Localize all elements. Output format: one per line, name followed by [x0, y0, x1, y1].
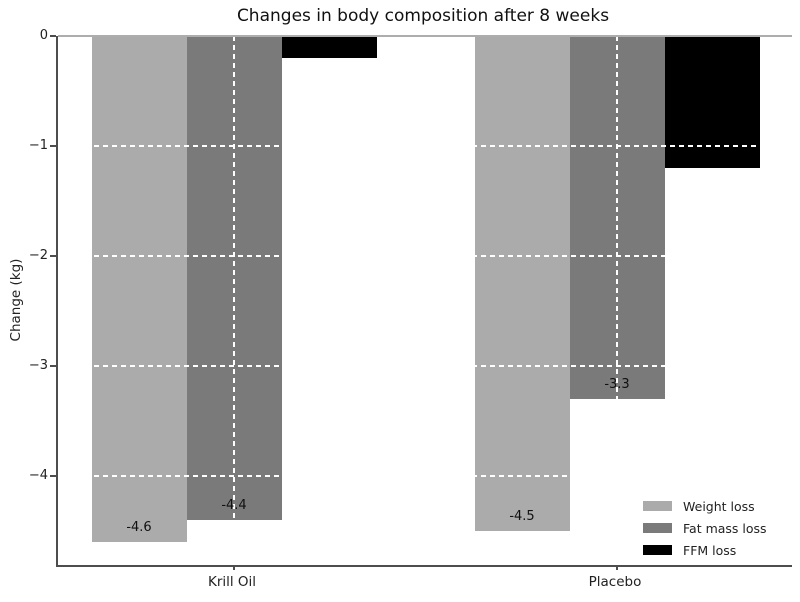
legend-swatch-fat-mass-loss — [643, 523, 672, 533]
y-tick-label: −1 — [28, 137, 48, 153]
x-tick-label: Krill Oil — [207, 574, 257, 590]
y-tick-label: −2 — [28, 247, 48, 263]
y-tick-mark — [50, 35, 56, 37]
legend-label: Weight loss — [683, 498, 755, 514]
gridline-horizontal — [58, 144, 792, 147]
y-tick-label: −3 — [28, 357, 48, 373]
bar-value-label: -4.5 — [509, 508, 535, 524]
legend: Weight loss Fat mass loss FFM loss — [643, 495, 767, 561]
y-tick-mark — [50, 254, 56, 257]
legend-swatch-ffm-loss — [643, 545, 672, 555]
x-tick-mark — [616, 565, 618, 570]
gridline-vertical — [616, 36, 618, 565]
x-tick-mark — [233, 565, 235, 570]
chart-title: Changes in body composition after 8 week… — [236, 6, 610, 26]
bar-value-label: -4.4 — [221, 497, 247, 513]
zero-line — [58, 35, 792, 37]
y-tick-mark — [50, 474, 56, 477]
y-tick-mark — [50, 364, 56, 367]
y-tick-label: 0 — [39, 28, 48, 43]
legend-label: FFM loss — [683, 542, 737, 558]
legend-row: Weight loss — [643, 495, 767, 517]
bar-ffm-loss-placebo — [664, 36, 760, 168]
bar-value-label: -3.3 — [604, 376, 630, 392]
y-tick-label: −4 — [28, 467, 48, 483]
gridline-horizontal — [58, 474, 792, 477]
legend-row: Fat mass loss — [643, 517, 767, 539]
y-tick-mark — [50, 144, 56, 147]
legend-label: Fat mass loss — [683, 520, 767, 536]
bar-weight-loss-placebo — [474, 36, 570, 531]
bar-value-label: -4.6 — [126, 519, 152, 535]
y-axis-label: Change (kg) — [8, 258, 24, 342]
plot-area: -4.6 -4.5 -4.4 -3.3 Weight loss Fat mass loss… — [50, 35, 792, 570]
x-tick-label: Placebo — [588, 574, 642, 590]
bar-weight-loss-krill-oil — [91, 36, 187, 542]
legend-swatch-weight-loss — [643, 501, 672, 511]
legend-row: FFM loss — [643, 539, 767, 561]
bar-ffm-loss-krill-oil — [281, 36, 377, 58]
gridline-vertical — [233, 36, 235, 565]
gridline-horizontal — [58, 364, 792, 367]
gridline-horizontal — [58, 254, 792, 257]
